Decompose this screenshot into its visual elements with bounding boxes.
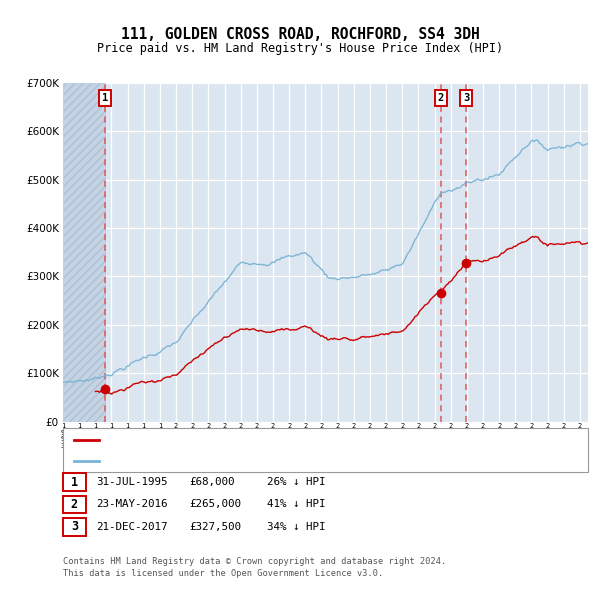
Text: 3: 3 [463,93,469,103]
Text: 2: 2 [438,93,444,103]
Text: £265,000: £265,000 [189,500,241,509]
Text: 31-JUL-1995: 31-JUL-1995 [96,477,167,487]
Text: This data is licensed under the Open Government Licence v3.0.: This data is licensed under the Open Gov… [63,569,383,578]
Text: 21-DEC-2017: 21-DEC-2017 [96,522,167,532]
Text: 111, GOLDEN CROSS ROAD, ROCHFORD, SS4 3DH: 111, GOLDEN CROSS ROAD, ROCHFORD, SS4 3D… [121,27,479,42]
Text: 1: 1 [101,93,108,103]
Text: Price paid vs. HM Land Registry's House Price Index (HPI): Price paid vs. HM Land Registry's House … [97,42,503,55]
Text: HPI: Average price, detached house, Rochford: HPI: Average price, detached house, Roch… [104,456,368,466]
Text: 26% ↓ HPI: 26% ↓ HPI [267,477,325,487]
Text: 3: 3 [71,520,78,533]
Text: 111, GOLDEN CROSS ROAD, ROCHFORD, SS4 3DH (detached house): 111, GOLDEN CROSS ROAD, ROCHFORD, SS4 3D… [104,435,452,445]
Text: Contains HM Land Registry data © Crown copyright and database right 2024.: Contains HM Land Registry data © Crown c… [63,557,446,566]
Text: £327,500: £327,500 [189,522,241,532]
Text: 34% ↓ HPI: 34% ↓ HPI [267,522,325,532]
Text: £68,000: £68,000 [189,477,235,487]
Text: 41% ↓ HPI: 41% ↓ HPI [267,500,325,509]
Bar [63,83,104,422]
Text: 23-MAY-2016: 23-MAY-2016 [96,500,167,509]
Text: 2: 2 [71,498,78,511]
Text: 1: 1 [71,476,78,489]
